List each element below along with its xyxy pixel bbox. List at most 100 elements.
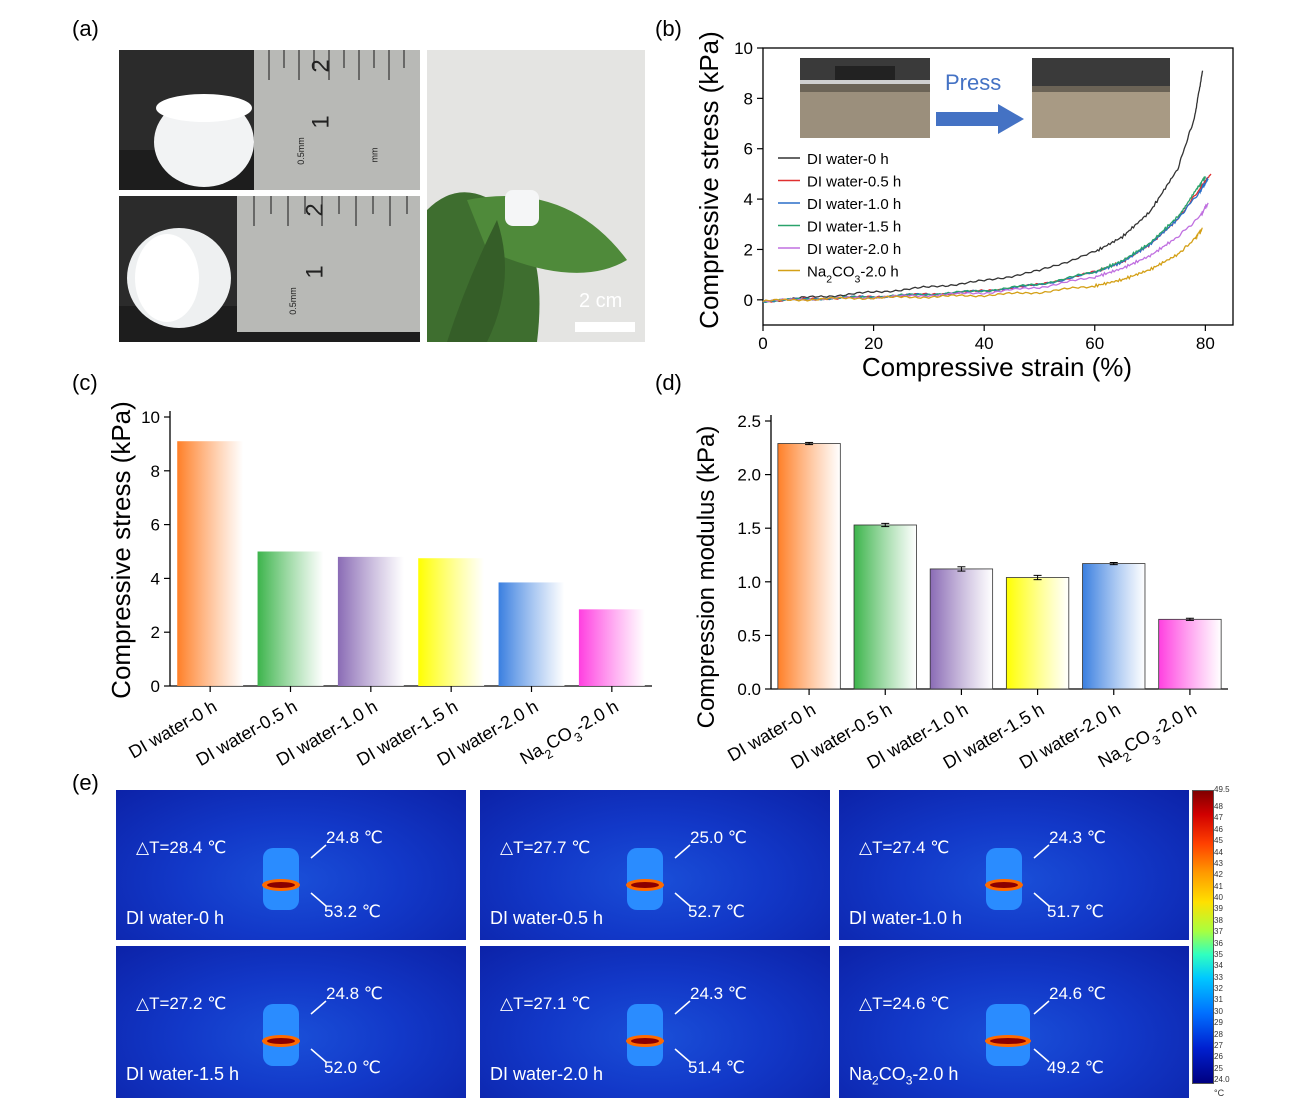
- chart-b-series-line: [762, 176, 1207, 303]
- panel-label-a: (a): [72, 16, 99, 41]
- photo-leaf-drawing: [427, 190, 635, 342]
- colorbar-tick-label: 34: [1214, 961, 1223, 971]
- colorbar-tick-label: 32: [1214, 984, 1223, 994]
- panel-label-d: (d): [655, 370, 682, 395]
- chart-b-ylabel: Compressive stress (kPa): [694, 31, 724, 329]
- thermal-delta: △T=27.1 ℃: [500, 994, 591, 1013]
- colorbar: [1192, 790, 1214, 1084]
- arrow-bottom: [1033, 892, 1050, 907]
- ruler-mark-0.5mm-b: 0.5mm: [287, 287, 298, 315]
- bar: [498, 582, 565, 686]
- thermal-bottom-temp: 52.0 ℃: [324, 1058, 381, 1077]
- bar: [1158, 618, 1222, 690]
- colorbar-tick-label: 27: [1214, 1040, 1223, 1050]
- bar-ytick-label: 8: [151, 462, 160, 481]
- thermal-hot-core: [990, 1038, 1026, 1044]
- bar: [1005, 577, 1070, 690]
- ruler-mark-0.5mm: 0.5mm: [295, 137, 306, 165]
- bar-ytick-label: 0.5: [737, 626, 761, 645]
- bar-ytick-label: 1.0: [737, 573, 761, 592]
- inset-photo-before-drawing: [800, 58, 930, 138]
- thermal-bottom-temp: 51.4 ℃: [688, 1058, 745, 1077]
- colorbar-tick-label: 35: [1214, 949, 1223, 959]
- chart-b-legend: DI water-0 h DI water-0.5 h DI water-1.0 h…: [778, 151, 901, 286]
- colorbar-tick-label: 31: [1214, 995, 1223, 1005]
- arrow-top: [1033, 1000, 1050, 1015]
- chart-b-ytick-label: 6: [744, 140, 753, 159]
- arrow-top: [310, 1000, 327, 1015]
- chart-b-xlabel: Compressive strain (%): [862, 352, 1132, 382]
- chart-d-axes: 0.0 0.5 1.0 1.5 2.0 2.5: [737, 412, 1228, 699]
- colorbar-tick-label: 26: [1214, 1052, 1223, 1062]
- thermal-hot-core: [267, 882, 295, 888]
- arrow-bottom: [1033, 1048, 1050, 1063]
- chart-c: 0 2 4 6 8 10 DI water-0 hDI water-0.5 hDI wat…: [106, 401, 652, 770]
- chart-b-series-line: [762, 227, 1203, 303]
- ruler-mark-1-b: 1: [301, 265, 329, 279]
- thermal-hot-core: [631, 1038, 659, 1044]
- bar: [418, 558, 485, 686]
- bar: [929, 568, 994, 690]
- chart-b-xtick-label: 40: [975, 334, 994, 353]
- press-label: Press: [945, 70, 1002, 95]
- colorbar-tick-label: 25: [1214, 1063, 1223, 1073]
- bar-ytick-label: 2.0: [737, 466, 761, 485]
- colorbar-tick-label: 36: [1214, 938, 1223, 948]
- thermal-bottom-temp: 52.7 ℃: [688, 902, 745, 921]
- bar-ytick-label: 0.0: [737, 680, 761, 699]
- chart-b-ytick-label: 4: [744, 190, 753, 209]
- colorbar-tick-label: 29: [1214, 1018, 1223, 1028]
- colorbar-tick-label: 24.0: [1214, 1075, 1230, 1084]
- thermal-image: △T=28.4 ℃ 24.8 ℃ 53.2 ℃ DI water-0 h: [116, 790, 466, 940]
- colorbar-ticks: 49.5 48 47 46 45 44 43 42 41 40 39 38 37 36 35 34 33 32 31…: [1212, 785, 1244, 1098]
- ruler-mark-1: 1: [307, 115, 335, 129]
- thermal-delta: △T=24.6 ℃: [859, 994, 950, 1013]
- colorbar-tick-label: 45: [1214, 836, 1223, 846]
- ruler-mark-2: 2: [307, 59, 335, 73]
- thermal-bottom-temp: 51.7 ℃: [1047, 902, 1104, 921]
- chart-b-ytick-label: 8: [744, 89, 753, 108]
- thermal-top-temp: 24.8 ℃: [326, 828, 383, 847]
- thermal-image: △T=27.1 ℃ 24.3 ℃ 51.4 ℃ DI water-2.0 h: [480, 946, 830, 1098]
- press-arrow-icon: [936, 104, 1024, 134]
- arrow-top: [1033, 844, 1050, 859]
- photo-sample-side: 2 1 0.5mm mm: [119, 50, 420, 190]
- photo-sample-side-drawing: [119, 50, 420, 190]
- bar-ytick-label: 4: [151, 569, 160, 588]
- thermal-delta: △T=27.7 ℃: [500, 838, 591, 857]
- panel-label-c: (c): [72, 370, 98, 395]
- chart-c-xticks: DI water-0 hDI water-0.5 hDI water-1.0 h…: [125, 696, 622, 770]
- scale-bar-label: 2 cm: [579, 290, 623, 312]
- chart-b-ytick-label: 0: [744, 291, 753, 310]
- thermal-sample: [262, 844, 327, 910]
- colorbar-tick-label: 48: [1214, 802, 1223, 812]
- press-arrow: [936, 104, 1026, 139]
- photo-sample-tilt: 2 1 0.5mm: [119, 196, 420, 342]
- chart-d-bars: [777, 441, 1222, 695]
- thermal-sample: [985, 844, 1050, 910]
- inset-photo-after-drawing: [1032, 58, 1170, 138]
- photo-sample-tilt-drawing: [119, 196, 420, 342]
- chart-b-series-line: [762, 70, 1204, 303]
- chart-c-ylabel: Compressive stress (kPa): [106, 401, 136, 699]
- inset-photo-after: [1032, 58, 1170, 138]
- thermal-sample-name: DI water-0.5 h: [490, 908, 604, 928]
- arrow-bottom: [310, 892, 327, 907]
- thermal-top-temp: 24.3 ℃: [1049, 828, 1106, 847]
- colorbar-tick-label: 39: [1214, 904, 1223, 914]
- thermal-sample: [626, 1000, 691, 1066]
- thermal-bottom-temp: 53.2 ℃: [324, 902, 381, 921]
- chart-b-legend-label: DI water-0 h: [807, 151, 889, 168]
- chart-b: 0 20 40 60 80 0 2 4 6 8 10 DI water-0 h DI water-0.…: [694, 31, 1234, 382]
- chart-b-xtick-label: 80: [1196, 334, 1215, 353]
- thermal-sample-name: DI water-2.0 h: [490, 1064, 604, 1084]
- chart-b-xtick-label: 60: [1085, 334, 1104, 353]
- chart-b-legend-label: DI water-0.5 h: [807, 174, 901, 191]
- bar: [777, 443, 841, 690]
- thermal-delta: △T=27.4 ℃: [859, 838, 950, 857]
- thermal-top-temp: 24.6 ℃: [1049, 984, 1106, 1003]
- colorbar-tick-label: 37: [1214, 927, 1223, 937]
- thermal-top-temp: 24.8 ℃: [326, 984, 383, 1003]
- colorbar-tick-label: 42: [1214, 870, 1223, 880]
- chart-d: 0.0 0.5 1.0 1.5 2.0 2.5 DI water-0 hDI water-…: [693, 412, 1228, 773]
